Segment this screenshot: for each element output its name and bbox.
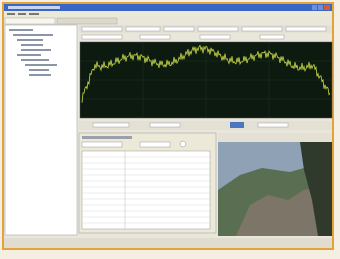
page: (() => { const data = JSON.parse(documen… <box>0 0 340 259</box>
menu-item[interactable] <box>18 13 26 15</box>
tab[interactable] <box>5 18 55 24</box>
tree-item[interactable] <box>9 29 33 31</box>
tree-item[interactable] <box>29 74 51 76</box>
tree-panel <box>5 25 77 235</box>
tree-item[interactable] <box>17 39 43 41</box>
dropdown[interactable] <box>286 27 326 31</box>
tree-item[interactable] <box>25 64 57 66</box>
button[interactable] <box>230 122 244 128</box>
dropdown[interactable] <box>82 27 122 31</box>
input[interactable] <box>260 35 284 39</box>
status-bar <box>4 238 332 248</box>
menu-item[interactable] <box>7 13 15 15</box>
radio-button[interactable] <box>180 141 186 147</box>
tree-item[interactable] <box>29 69 49 71</box>
tree-item[interactable] <box>13 34 53 36</box>
input[interactable] <box>200 35 230 39</box>
tree-item[interactable] <box>21 44 43 46</box>
screenshot <box>0 0 340 259</box>
dropdown[interactable] <box>198 27 238 31</box>
title-text <box>8 6 60 9</box>
input[interactable] <box>140 142 170 147</box>
maximize-button[interactable] <box>318 5 323 10</box>
dropdown[interactable] <box>126 27 160 31</box>
tab[interactable] <box>57 18 117 24</box>
menu-item[interactable] <box>29 13 39 15</box>
close-button[interactable] <box>324 5 330 10</box>
input[interactable] <box>82 35 122 39</box>
property-table <box>82 151 210 229</box>
tree-item[interactable] <box>21 49 51 51</box>
dropdown[interactable] <box>242 27 282 31</box>
input[interactable] <box>82 142 122 147</box>
menu-bar <box>4 11 332 17</box>
preview-toolbar <box>218 133 332 142</box>
minimize-button[interactable] <box>312 5 317 10</box>
tree-item[interactable] <box>17 54 41 56</box>
input[interactable] <box>150 123 180 127</box>
panel-label <box>82 136 132 139</box>
tree-item[interactable] <box>21 59 49 61</box>
input[interactable] <box>140 35 170 39</box>
input[interactable] <box>258 123 288 127</box>
input[interactable] <box>93 123 129 127</box>
dropdown[interactable] <box>164 27 194 31</box>
